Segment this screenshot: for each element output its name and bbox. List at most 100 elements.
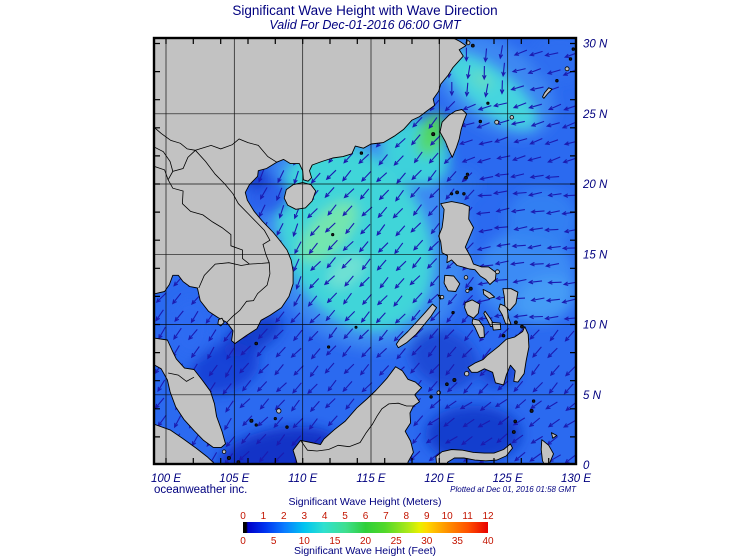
- island-tokara-1: [568, 57, 573, 61]
- border-cambodia-vietnam: [226, 262, 271, 323]
- island-catanduanes: [494, 269, 500, 275]
- land-bohol: [491, 321, 502, 331]
- lon-label-105: 105 E: [219, 473, 249, 485]
- island-miyako: [509, 115, 514, 120]
- colorbar-meters-10: 10: [442, 511, 454, 522]
- colorbar-feet-40: 40: [482, 536, 494, 547]
- colorbar-feet-35: 35: [452, 536, 464, 547]
- island-riau-1: [221, 449, 227, 454]
- lat-label-20: 20 N: [582, 179, 608, 191]
- field-green-ecs-spot: [470, 70, 493, 90]
- colorbar-feet-20: 20: [360, 536, 372, 547]
- lat-label-30: 30 N: [583, 39, 608, 51]
- land-borneo: [292, 366, 423, 464]
- island-sulu-3: [429, 395, 433, 399]
- field-green-taiwan-strait-core: [425, 119, 440, 139]
- field-ecs-ne-corner: [529, 38, 576, 83]
- land-taiwan: [439, 109, 468, 158]
- island-con-dao: [254, 341, 259, 346]
- island-siargao: [520, 324, 524, 329]
- colorbar-meters-6: 6: [363, 511, 369, 522]
- colorbar-feet-0: 0: [240, 536, 246, 547]
- land-mindanao: [467, 326, 530, 386]
- island-hong-kong: [359, 151, 364, 155]
- island-marinduque: [463, 275, 469, 280]
- field-green-mid-scs: [327, 254, 366, 289]
- lat-label-5: 5 N: [583, 390, 602, 402]
- colorbar-meters-1: 1: [261, 511, 267, 522]
- lat-label-15: 15 N: [583, 249, 608, 261]
- island-batan-2: [465, 172, 469, 176]
- lon-label-115: 115 E: [356, 473, 386, 485]
- island-zhoushan-2: [470, 43, 475, 48]
- island-babuyan-2: [462, 192, 466, 196]
- lon-label-130: 130 E: [561, 473, 591, 485]
- colorbar-feet-30: 30: [421, 536, 433, 547]
- colorbar-title-meters: Significant Wave Height (Meters): [288, 496, 442, 508]
- island-amami: [564, 66, 570, 72]
- island-okinoerabu: [555, 78, 559, 83]
- land-masbate: [482, 288, 496, 299]
- valid-time-subtitle: Valid For Dec-01-2016 06:00 GMT: [269, 18, 461, 32]
- lat-label-0: 0: [583, 460, 590, 472]
- lon-label-120: 120 E: [424, 473, 454, 485]
- island-ishigaki: [494, 119, 500, 125]
- island-paracel: [331, 233, 335, 237]
- oceanweather-credit: oceanweather inc.: [154, 484, 248, 496]
- land-halmahera: [540, 439, 554, 464]
- land-samar: [502, 288, 519, 311]
- island-riau-2: [226, 455, 231, 460]
- border-thailand-cambodia: [198, 262, 250, 289]
- colorbar-feet-10: 10: [299, 536, 311, 547]
- land-layer: [154, 38, 575, 470]
- colorbar-meters-5: 5: [342, 511, 348, 522]
- colorbar-feet-25: 25: [391, 536, 403, 547]
- border-china-myanmar-laos: [154, 126, 196, 151]
- colorbar-meters-3: 3: [301, 511, 307, 522]
- land-okinawa: [542, 87, 553, 99]
- island-sulu-2: [445, 382, 449, 387]
- chart-title: Significant Wave Height with Wave Direct…: [232, 3, 498, 18]
- island-penghu: [431, 132, 436, 137]
- island-tokara-2: [571, 47, 575, 51]
- island-tablas: [465, 288, 470, 293]
- land-palawan: [395, 303, 438, 349]
- border-laos-vietnam: [195, 150, 271, 263]
- island-babuyan-1: [455, 190, 460, 195]
- map-frame: [152, 36, 578, 466]
- island-anambas-2: [254, 423, 258, 427]
- island-subi: [285, 425, 289, 429]
- land-negros: [471, 318, 485, 339]
- field-celebes-dark: [425, 406, 522, 463]
- island-natuna-2: [273, 416, 277, 421]
- lat-label-10: 10 N: [583, 320, 608, 332]
- lon-label-125: 125 E: [493, 473, 523, 485]
- colorbar-title-feet: Significant Wave Height (Feet): [293, 545, 436, 557]
- land-morotai: [550, 432, 558, 439]
- island-cuyo: [451, 310, 455, 315]
- land-mainland-asia: [154, 38, 467, 344]
- island-lingga: [227, 466, 231, 470]
- lon-label-100: 100 E: [151, 473, 181, 485]
- land-panay: [464, 299, 481, 319]
- colorbar-meters-2: 2: [281, 511, 287, 522]
- field-gulf-thai-center: [168, 296, 213, 359]
- border-china-vietnam: [195, 138, 277, 163]
- border-malaysia-thailand: [168, 372, 195, 382]
- land-malay-peninsula: [154, 337, 226, 448]
- colorbar-meters-7: 7: [383, 511, 389, 522]
- island-camiguin: [501, 334, 506, 338]
- field-sulu-dark: [409, 328, 478, 389]
- graticule: [154, 38, 576, 464]
- island-tawi-tawi: [436, 390, 441, 395]
- island-dinagat: [514, 320, 518, 325]
- island-sangihe-1: [511, 430, 516, 434]
- island-babuyan-3: [449, 192, 454, 196]
- plotted-timestamp: Plotted at Dec 01, 2016 01:58 GMT: [450, 485, 576, 494]
- island-batan-1: [464, 175, 468, 180]
- island-sangihe-2: [513, 419, 517, 424]
- border-myanmar-thailand: [154, 165, 169, 180]
- island-spratly-1: [326, 345, 331, 349]
- border-laos-west: [167, 150, 250, 265]
- island-anambas-1: [249, 418, 254, 423]
